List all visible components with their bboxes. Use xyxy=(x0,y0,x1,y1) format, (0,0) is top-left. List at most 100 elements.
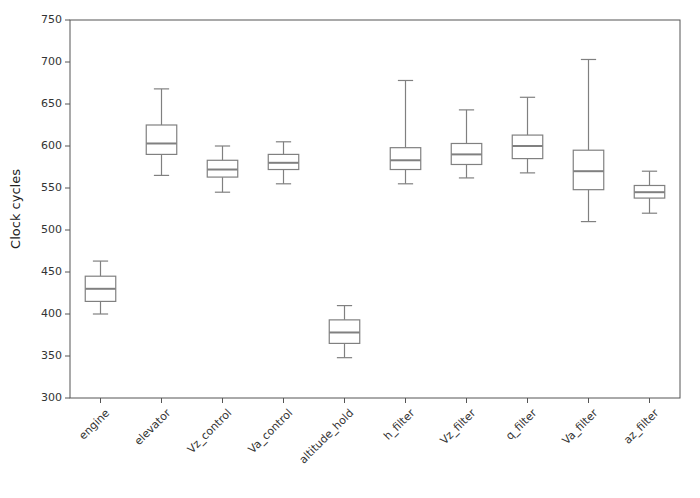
box xyxy=(512,135,543,159)
lower-cap xyxy=(459,177,474,178)
lower-cap xyxy=(581,221,596,222)
median xyxy=(268,162,299,164)
lower-whisker xyxy=(100,301,101,314)
x-tick xyxy=(344,398,345,403)
x-tick xyxy=(283,398,284,403)
y-tick xyxy=(65,230,70,231)
x-tick xyxy=(161,398,162,403)
upper-cap xyxy=(459,109,474,110)
lower-whisker xyxy=(649,198,650,213)
upper-whisker xyxy=(100,261,101,276)
x-tick xyxy=(527,398,528,403)
y-tick xyxy=(65,104,70,105)
lower-whisker xyxy=(527,159,528,173)
lower-whisker xyxy=(466,164,467,177)
x-tick-label: Va_filter xyxy=(560,406,601,447)
upper-cap xyxy=(398,80,413,81)
upper-cap xyxy=(276,141,291,142)
upper-cap xyxy=(93,260,108,261)
upper-cap xyxy=(581,59,596,60)
y-axis-label: Clock cycles xyxy=(8,169,23,249)
y-tick xyxy=(65,20,70,21)
lower-cap xyxy=(398,183,413,184)
box xyxy=(268,154,299,169)
x-tick xyxy=(100,398,101,403)
upper-whisker xyxy=(527,97,528,135)
lower-cap xyxy=(93,313,108,314)
y-tick-label: 300 xyxy=(41,391,62,404)
x-tick-label: Va_control xyxy=(246,407,296,457)
median xyxy=(207,169,238,171)
lower-cap xyxy=(215,192,230,193)
lower-whisker xyxy=(344,343,345,357)
y-tick-label: 400 xyxy=(41,307,62,320)
lower-whisker xyxy=(588,190,589,222)
y-tick xyxy=(65,314,70,315)
median xyxy=(634,191,665,193)
x-tick-label: q_filter xyxy=(503,406,539,442)
median xyxy=(512,145,543,147)
x-tick-label: h_filter xyxy=(381,406,417,442)
y-tick xyxy=(65,272,70,273)
upper-cap xyxy=(520,97,535,98)
median xyxy=(85,288,116,290)
upper-whisker xyxy=(222,146,223,160)
chart: 300350400450500550600650700750Clock cycl… xyxy=(0,0,700,498)
median xyxy=(146,142,177,144)
y-tick xyxy=(65,188,70,189)
upper-cap xyxy=(215,145,230,146)
y-tick-label: 550 xyxy=(41,181,62,194)
x-tick-label: Vz_control xyxy=(185,407,234,456)
x-tick xyxy=(466,398,467,403)
plot-frame xyxy=(70,20,680,398)
y-tick-label: 750 xyxy=(41,13,62,26)
y-tick-label: 650 xyxy=(41,97,62,110)
box xyxy=(329,320,360,344)
lower-whisker xyxy=(405,170,406,184)
upper-whisker xyxy=(283,142,284,155)
x-tick xyxy=(222,398,223,403)
y-tick xyxy=(65,146,70,147)
y-tick-label: 600 xyxy=(41,139,62,152)
lower-cap xyxy=(337,357,352,358)
x-tick-label: altitude_hold xyxy=(297,407,357,467)
lower-cap xyxy=(276,183,291,184)
median xyxy=(573,170,604,172)
y-tick xyxy=(65,356,70,357)
box xyxy=(573,150,604,189)
lower-cap xyxy=(520,172,535,173)
median xyxy=(390,159,421,161)
upper-cap xyxy=(337,305,352,306)
upper-whisker xyxy=(161,89,162,125)
upper-whisker xyxy=(405,80,406,147)
box xyxy=(85,276,116,301)
x-tick-label: Vz_filter xyxy=(438,406,479,447)
lower-cap xyxy=(642,213,657,214)
median xyxy=(451,153,482,155)
x-tick-label: engine xyxy=(77,406,113,442)
lower-whisker xyxy=(161,154,162,175)
box xyxy=(634,185,665,198)
upper-cap xyxy=(154,88,169,89)
box xyxy=(390,148,421,170)
y-tick-label: 350 xyxy=(41,349,62,362)
x-tick-label: elevator xyxy=(132,406,174,448)
lower-whisker xyxy=(222,177,223,192)
lower-cap xyxy=(154,175,169,176)
y-tick-label: 700 xyxy=(41,55,62,68)
y-tick xyxy=(65,62,70,63)
y-tick xyxy=(65,398,70,399)
x-tick-label: az_filter xyxy=(621,406,661,446)
upper-whisker xyxy=(466,110,467,144)
box xyxy=(146,125,177,154)
lower-whisker xyxy=(283,170,284,184)
upper-whisker xyxy=(344,306,345,320)
box xyxy=(451,143,482,164)
x-tick xyxy=(405,398,406,403)
y-tick-label: 450 xyxy=(41,265,62,278)
upper-whisker xyxy=(588,59,589,150)
median xyxy=(329,331,360,333)
x-tick xyxy=(649,398,650,403)
box xyxy=(207,160,238,177)
boxes xyxy=(85,59,665,357)
